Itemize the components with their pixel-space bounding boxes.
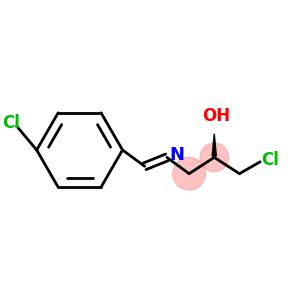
Text: N: N (169, 146, 184, 164)
Text: Cl: Cl (3, 114, 20, 132)
Circle shape (173, 158, 206, 190)
Text: OH: OH (202, 107, 230, 125)
Text: Cl: Cl (262, 152, 280, 169)
Polygon shape (212, 134, 216, 156)
Circle shape (200, 143, 229, 172)
